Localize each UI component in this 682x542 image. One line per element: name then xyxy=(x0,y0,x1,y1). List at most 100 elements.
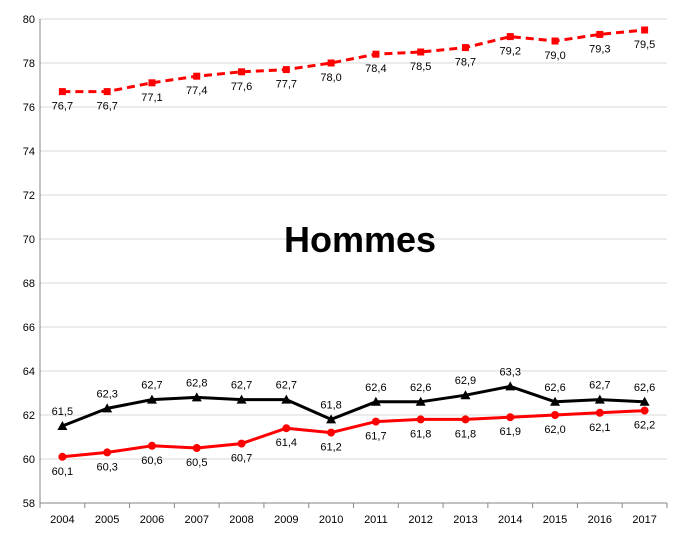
y-tick-label: 76 xyxy=(23,102,35,114)
data-label: 62,1 xyxy=(589,422,610,434)
square-marker xyxy=(327,59,335,67)
data-label: 62,6 xyxy=(410,382,431,394)
circle-marker xyxy=(103,448,112,457)
data-label: 60,1 xyxy=(52,466,73,478)
data-label: 76,7 xyxy=(96,101,117,113)
data-label: 61,9 xyxy=(500,426,521,438)
data-label: 79,3 xyxy=(589,43,610,55)
data-label: 62,7 xyxy=(141,380,162,392)
triangle-marker xyxy=(550,396,561,406)
data-label: 62,3 xyxy=(96,388,117,400)
data-label: 78,5 xyxy=(410,61,431,73)
data-label: 78,7 xyxy=(455,57,476,69)
circle-marker xyxy=(147,441,156,450)
data-label: 61,7 xyxy=(365,431,386,443)
square-marker xyxy=(372,50,380,58)
data-label: 77,6 xyxy=(231,81,252,93)
triangle-marker xyxy=(639,396,650,406)
data-label: 62,0 xyxy=(544,424,565,436)
data-label: 62,9 xyxy=(455,375,476,387)
data-label: 77,7 xyxy=(276,79,297,91)
data-label: 60,7 xyxy=(231,453,252,465)
data-label: 78,4 xyxy=(365,63,386,75)
triangle-marker xyxy=(281,394,292,404)
square-marker xyxy=(238,68,246,76)
data-labels: 76,7 76,7 77,1 77,4 77,6 77,7 78,0 78,4 78,5 78,7… xyxy=(52,39,656,478)
data-label: 79,0 xyxy=(544,50,565,62)
x-tick-label: 2009 xyxy=(274,514,298,526)
x-tick-label: 2017 xyxy=(632,514,656,526)
data-label: 61,8 xyxy=(455,428,476,440)
circle-marker xyxy=(461,415,470,424)
x-tick-label: 2005 xyxy=(95,514,119,526)
axes: 58 60 62 64 66 68 70 72 74 76 78 80 2004 2005 2006 2007… xyxy=(23,14,668,526)
circle-marker xyxy=(551,411,560,419)
x-tick-label: 2012 xyxy=(408,514,432,526)
chart-title: Hommes xyxy=(284,219,436,260)
y-tick-label: 72 xyxy=(23,190,35,202)
circle-marker xyxy=(640,406,649,415)
y-tick-label: 60 xyxy=(23,454,35,466)
series-line xyxy=(62,28,645,94)
y-tick-label: 78 xyxy=(23,58,35,70)
square-marker xyxy=(103,88,111,96)
gridlines xyxy=(40,18,667,460)
circle-marker xyxy=(192,444,201,452)
data-label: 62,7 xyxy=(276,380,297,392)
series-dashed-red-squares xyxy=(58,26,649,96)
series-line xyxy=(62,409,645,459)
y-tick-label: 74 xyxy=(23,146,35,158)
data-label: 61,4 xyxy=(276,437,297,449)
data-label: 61,8 xyxy=(410,428,431,440)
square-marker xyxy=(148,79,156,87)
data-label: 79,2 xyxy=(500,46,521,58)
series-black-triangles xyxy=(57,381,650,430)
triangle-marker xyxy=(415,396,426,406)
data-label: 62,7 xyxy=(231,380,252,392)
circle-marker xyxy=(282,424,291,433)
x-tick-label: 2010 xyxy=(319,514,343,526)
square-marker xyxy=(506,33,514,41)
y-tick-label: 66 xyxy=(23,322,35,334)
circle-marker xyxy=(595,408,604,417)
x-tick-label: 2006 xyxy=(140,514,164,526)
triangle-marker xyxy=(191,392,202,402)
data-label: 60,6 xyxy=(141,455,162,467)
square-marker xyxy=(193,72,201,80)
circle-marker xyxy=(237,439,246,448)
data-label: 61,2 xyxy=(320,442,341,454)
square-marker xyxy=(641,26,649,34)
data-label: 61,5 xyxy=(52,406,73,418)
y-tick-label: 68 xyxy=(23,278,35,290)
data-label: 77,4 xyxy=(186,85,207,97)
y-tick-label: 58 xyxy=(23,498,35,510)
data-label: 76,7 xyxy=(52,101,73,113)
x-tick-label: 2013 xyxy=(453,514,477,526)
data-label: 62,6 xyxy=(634,382,655,394)
triangle-marker xyxy=(594,394,605,404)
series-line xyxy=(61,384,645,428)
data-label: 79,5 xyxy=(634,39,655,51)
square-marker xyxy=(551,37,559,45)
y-tick-label: 70 xyxy=(23,234,35,246)
data-label: 60,5 xyxy=(186,457,207,469)
series-red-circles xyxy=(58,406,649,461)
y-tick-label: 64 xyxy=(23,366,35,378)
data-label: 62,6 xyxy=(544,382,565,394)
triangle-marker xyxy=(146,394,157,404)
circle-marker xyxy=(506,413,515,422)
x-tick-label: 2011 xyxy=(364,514,388,526)
y-tick-label: 62 xyxy=(23,410,35,422)
data-label: 77,1 xyxy=(141,92,162,104)
square-marker xyxy=(282,66,290,74)
square-marker xyxy=(58,88,66,96)
x-tick-label: 2016 xyxy=(588,514,612,526)
circle-marker xyxy=(371,417,380,426)
triangle-marker xyxy=(102,403,113,413)
data-label: 62,2 xyxy=(634,420,655,432)
data-label: 62,8 xyxy=(186,377,207,389)
data-label: 60,3 xyxy=(96,461,117,473)
x-tick-label: 2008 xyxy=(229,514,253,526)
series-group xyxy=(57,26,650,461)
